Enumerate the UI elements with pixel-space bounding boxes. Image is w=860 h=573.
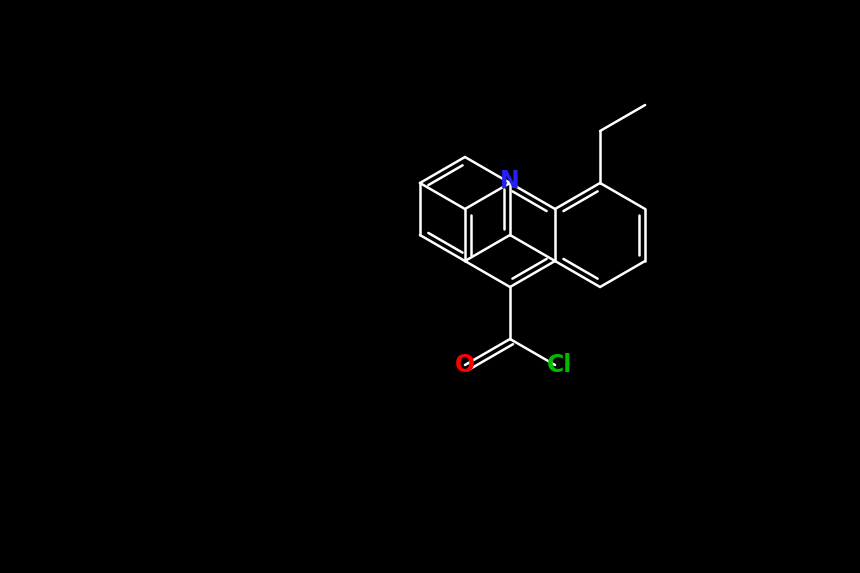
- Text: N: N: [501, 169, 520, 193]
- Text: O: O: [455, 353, 475, 377]
- Text: Cl: Cl: [547, 353, 573, 377]
